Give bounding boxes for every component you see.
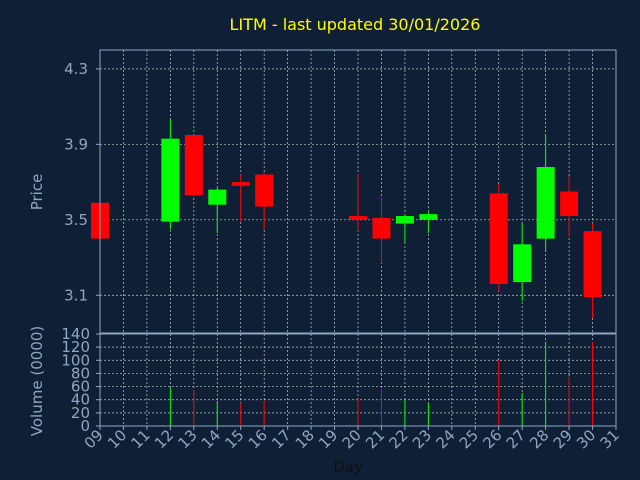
x-tick-label: 23 (409, 426, 435, 452)
x-tick-label: 11 (128, 426, 154, 452)
x-axis: 0910111213141516171819202122232425262728… (81, 426, 623, 452)
x-tick-label: 25 (456, 426, 482, 452)
candle-body (349, 216, 367, 220)
x-tick-label: 18 (292, 426, 318, 452)
x-tick-label: 12 (151, 426, 177, 452)
candle-body (161, 138, 180, 222)
candle-body (419, 214, 438, 220)
candle-body (372, 217, 391, 239)
price-panel: 3.1 3.5 3.9 4.3 (64, 49, 617, 334)
x-tick-label: 19 (315, 426, 341, 452)
volume-tick-label: 40 (71, 391, 90, 409)
x-tick-label: 27 (503, 426, 529, 452)
volume-tick-label: 60 (71, 378, 90, 396)
x-tick-label: 13 (174, 426, 200, 452)
x-tick-label: 17 (268, 426, 294, 452)
price-tick-label: 3.9 (64, 135, 88, 153)
candle-body (489, 193, 508, 284)
candle-body (231, 182, 250, 186)
x-tick-label: 22 (386, 426, 412, 452)
candle-body (513, 244, 532, 283)
volume-tick-label: 20 (71, 404, 90, 422)
price-tick-label: 3.5 (64, 211, 88, 229)
price-tick-label: 3.1 (64, 286, 88, 304)
x-tick-label: 26 (479, 426, 505, 452)
x-tick-label: 15 (221, 426, 247, 452)
volume-tick-label: 120 (61, 338, 90, 356)
x-tick-label: 21 (362, 426, 388, 452)
price-tick-label: 4.3 (64, 60, 88, 78)
candle-body (536, 166, 555, 239)
x-axis-label: Day (333, 458, 363, 476)
candle-body (583, 231, 602, 298)
x-tick-label: 31 (597, 426, 623, 452)
chart-title: LITM - last updated 30/01/2026 (230, 15, 481, 34)
x-tick-label: 28 (526, 426, 552, 452)
x-tick-label: 29 (550, 426, 576, 452)
volume-tick-label: 0 (80, 417, 90, 435)
candle-body (560, 191, 579, 217)
price-panel-frame (99, 49, 617, 334)
x-tick-label: 16 (245, 426, 271, 452)
volume-tick-label: 80 (71, 364, 90, 382)
x-tick-label: 20 (339, 426, 365, 452)
x-tick-label: 14 (198, 426, 224, 452)
x-tick-label: 24 (432, 426, 458, 452)
volume-tick-label: 140 (61, 325, 90, 343)
x-tick-label: 30 (573, 426, 599, 452)
price-axis-label: Price (28, 174, 46, 211)
volume-axis-label: Volume (0000) (28, 326, 46, 436)
candle-body (184, 134, 203, 196)
candle-body (208, 189, 227, 205)
x-tick-label: 10 (104, 426, 130, 452)
candle-body (395, 216, 414, 224)
volume-tick-label: 100 (61, 351, 90, 369)
candle-body (255, 174, 274, 207)
